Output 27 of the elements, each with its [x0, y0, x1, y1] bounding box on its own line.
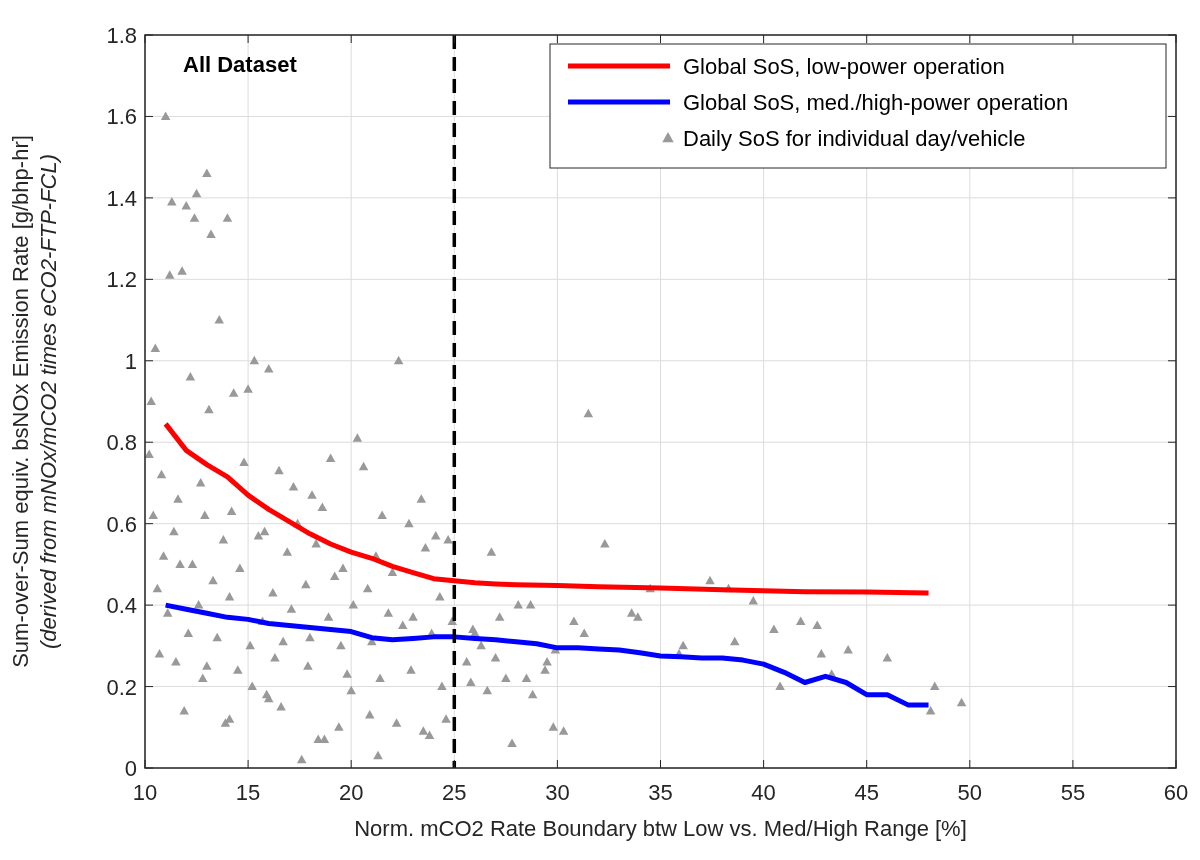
legend-label: Global SoS, low-power operation — [683, 54, 1005, 79]
y-axis-title: Sum-over-Sum equiv. bsNOx Emission Rate [g/bhp-hr] (derived from mNOx/mCO2 times eCO2-FTP-FCL) — [8, 135, 61, 668]
y-tick-label: 1 — [124, 348, 137, 374]
y-tick-label: 0 — [124, 756, 137, 781]
y-tick-label: 1.2 — [106, 267, 137, 293]
x-tick-label: 35 — [648, 780, 673, 805]
x-tick-label: 50 — [957, 780, 983, 805]
x-tick-label: 30 — [545, 780, 570, 805]
x-tick-label: 20 — [338, 780, 364, 805]
legend-label: Daily SoS for individual day/vehicle — [683, 126, 1026, 151]
y-tick-label: 1.6 — [106, 104, 137, 130]
x-tick-label: 60 — [1163, 780, 1189, 805]
y-tick-label: 0.8 — [106, 430, 137, 456]
y-tick-label: 0.4 — [106, 593, 137, 619]
annotation: All Dataset — [183, 52, 298, 77]
y-tick-label: 0.2 — [106, 674, 137, 700]
legend-label: Global SoS, med./high-power operation — [683, 90, 1069, 115]
x-tick-label: 55 — [1060, 780, 1086, 805]
x-tick-label: 10 — [132, 780, 158, 805]
x-tick-label: 15 — [235, 780, 261, 805]
x-axis-title: Norm. mCO2 Rate Boundary btw Low vs. Med/High Range [%] — [354, 816, 967, 841]
y-tick-label: 0.6 — [106, 511, 137, 537]
y-tick-label: 1.8 — [106, 23, 137, 48]
x-tick-label: 45 — [854, 780, 879, 805]
x-tick-label: 40 — [751, 780, 776, 805]
x-tick-label: 25 — [442, 780, 467, 805]
y-tick-label: 1.4 — [106, 185, 137, 211]
